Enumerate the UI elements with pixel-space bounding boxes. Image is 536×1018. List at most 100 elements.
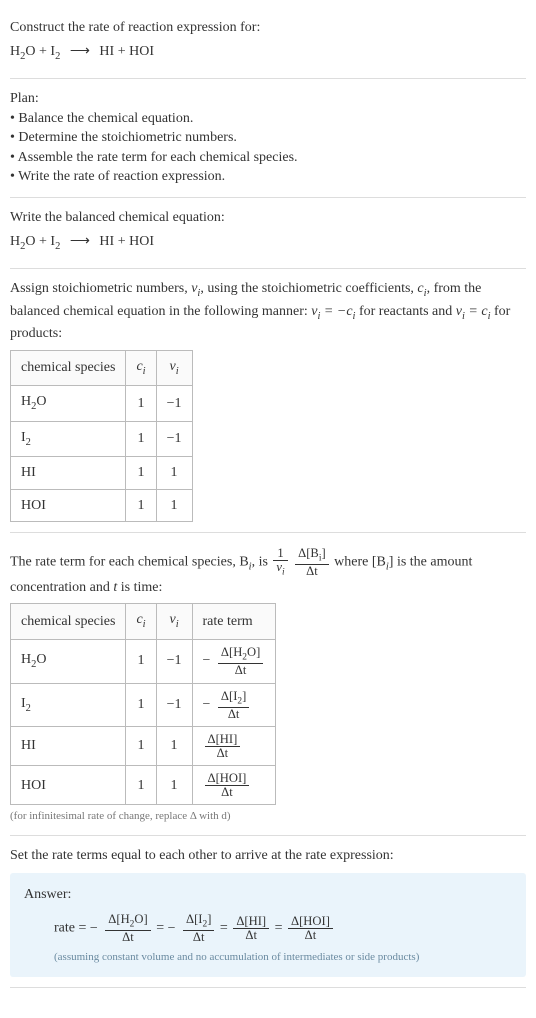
- rate-fraction: Δ[H2O] Δt: [218, 646, 263, 677]
- plan-section: Plan: Balance the chemical equation. Det…: [10, 79, 526, 198]
- reaction-arrow-icon: ⟶: [70, 42, 90, 62]
- reactant-h2o: H2O: [10, 234, 36, 249]
- cell-nu: 1: [156, 727, 192, 766]
- cell-nu: −1: [156, 639, 192, 683]
- assign-text: Assign stoichiometric numbers, νi, using…: [10, 279, 526, 344]
- product-hoi: HOI: [129, 44, 154, 59]
- balanced-section: Write the balanced chemical equation: H2…: [10, 198, 526, 269]
- table-header-row: chemical species ci νi rate term: [11, 604, 276, 639]
- plan-list: Balance the chemical equation. Determine…: [10, 109, 526, 187]
- cell-nu: −1: [156, 386, 192, 421]
- cell-c: 1: [126, 457, 156, 490]
- rate-fraction: Δ[HOI] Δt: [205, 772, 250, 798]
- infinitesimal-note: (for infinitesimal rate of change, repla…: [10, 809, 526, 824]
- plan-title: Plan:: [10, 89, 526, 109]
- term-h2o: Δ[H2O] Δt: [105, 913, 150, 944]
- cell-nu: −1: [156, 421, 192, 456]
- plus-1: +: [39, 234, 50, 249]
- rate-fraction: Δ[HI] Δt: [205, 733, 241, 759]
- product-hoi: HOI: [129, 234, 154, 249]
- answer-equation: rate = − Δ[H2O] Δt = − Δ[I2] Δt = Δ[HI] …: [54, 913, 512, 944]
- col-nu: νi: [156, 604, 192, 639]
- cell-nu: 1: [156, 766, 192, 805]
- cell-c: 1: [126, 489, 156, 522]
- prompt-text: Construct the rate of reaction expressio…: [10, 18, 526, 38]
- col-species: chemical species: [11, 604, 126, 639]
- col-c: ci: [126, 350, 156, 385]
- nu-symbol: νi: [191, 281, 200, 296]
- reactant-i2: I2: [50, 44, 60, 59]
- one-over-nu-fraction: 1 νi: [273, 547, 287, 578]
- cell-nu: −1: [156, 683, 192, 727]
- reactant-rule: νi = −ci: [311, 304, 355, 319]
- plan-item: Assemble the rate term for each chemical…: [10, 148, 526, 168]
- table-row: H2O 1 −1 − Δ[H2O] Δt: [11, 639, 276, 683]
- cell-species: HI: [11, 457, 126, 490]
- cell-c: 1: [126, 683, 156, 727]
- rate-term-table: chemical species ci νi rate term H2O 1 −…: [10, 603, 276, 805]
- cell-nu: 1: [156, 489, 192, 522]
- final-section: Set the rate terms equal to each other t…: [10, 836, 526, 988]
- plan-item: Balance the chemical equation.: [10, 109, 526, 129]
- cell-nu: 1: [156, 457, 192, 490]
- table-row: I2 1 −1 − Δ[I2] Δt: [11, 683, 276, 727]
- balanced-intro: Write the balanced chemical equation:: [10, 208, 526, 228]
- rate-fraction: Δ[I2] Δt: [218, 690, 249, 721]
- cell-c: 1: [126, 639, 156, 683]
- cell-species: HOI: [11, 766, 126, 805]
- plus-1: +: [39, 44, 50, 59]
- cell-rate-term: − Δ[I2] Δt: [192, 683, 276, 727]
- answer-note: (assuming constant volume and no accumul…: [54, 950, 512, 965]
- reaction-arrow-icon: ⟶: [70, 232, 90, 252]
- cell-c: 1: [126, 421, 156, 456]
- final-intro: Set the rate terms equal to each other t…: [10, 846, 526, 866]
- table-row: I2 1 −1: [11, 421, 193, 456]
- cell-c: 1: [126, 766, 156, 805]
- table-row: HI 1 1 Δ[HI] Δt: [11, 727, 276, 766]
- cell-rate-term: Δ[HI] Δt: [192, 727, 276, 766]
- plus-2: +: [118, 44, 129, 59]
- cell-rate-term: − Δ[H2O] Δt: [192, 639, 276, 683]
- table-row: HOI 1 1 Δ[HOI] Δt: [11, 766, 276, 805]
- cell-species: HOI: [11, 489, 126, 522]
- col-c: ci: [126, 604, 156, 639]
- table-header-row: chemical species ci νi: [11, 350, 193, 385]
- plan-item: Determine the stoichiometric numbers.: [10, 128, 526, 148]
- c-symbol: ci: [417, 281, 426, 296]
- col-nu: νi: [156, 350, 192, 385]
- cell-species: H2O: [11, 639, 126, 683]
- cell-c: 1: [126, 727, 156, 766]
- cell-species: HI: [11, 727, 126, 766]
- cell-species: I2: [11, 683, 126, 727]
- table-row: HI 1 1: [11, 457, 193, 490]
- rate-intro-text: The rate term for each chemical species,…: [10, 547, 526, 597]
- table-row: H2O 1 −1: [11, 386, 193, 421]
- cell-rate-term: Δ[HOI] Δt: [192, 766, 276, 805]
- delta-b-over-delta-t-fraction: Δ[Bi] Δt: [295, 547, 329, 578]
- plan-item: Write the rate of reaction expression.: [10, 167, 526, 187]
- reaction-equation: H2O + I2 ⟶ HI + HOI: [10, 42, 526, 64]
- term-hi: Δ[HI] Δt: [233, 915, 269, 941]
- stoichiometry-table: chemical species ci νi H2O 1 −1 I2 1 −1 …: [10, 350, 193, 523]
- rate-label: rate =: [54, 921, 90, 936]
- term-i2: Δ[I2] Δt: [183, 913, 214, 944]
- cell-c: 1: [126, 386, 156, 421]
- cell-species: I2: [11, 421, 126, 456]
- product-rule: νi = ci: [456, 304, 491, 319]
- reactant-h2o: H2O: [10, 44, 36, 59]
- term-hoi: Δ[HOI] Δt: [288, 915, 333, 941]
- rate-term-section: The rate term for each chemical species,…: [10, 533, 526, 836]
- balanced-equation: H2O + I2 ⟶ HI + HOI: [10, 232, 526, 254]
- col-species: chemical species: [11, 350, 126, 385]
- reactant-i2: I2: [50, 234, 60, 249]
- plus-2: +: [118, 234, 129, 249]
- answer-label: Answer:: [24, 885, 512, 905]
- assign-section: Assign stoichiometric numbers, νi, using…: [10, 269, 526, 533]
- product-hi: HI: [99, 44, 114, 59]
- table-row: HOI 1 1: [11, 489, 193, 522]
- prompt-section: Construct the rate of reaction expressio…: [10, 8, 526, 79]
- col-rate-term: rate term: [192, 604, 276, 639]
- product-hi: HI: [99, 234, 114, 249]
- answer-box: Answer: rate = − Δ[H2O] Δt = − Δ[I2] Δt …: [10, 873, 526, 977]
- cell-species: H2O: [11, 386, 126, 421]
